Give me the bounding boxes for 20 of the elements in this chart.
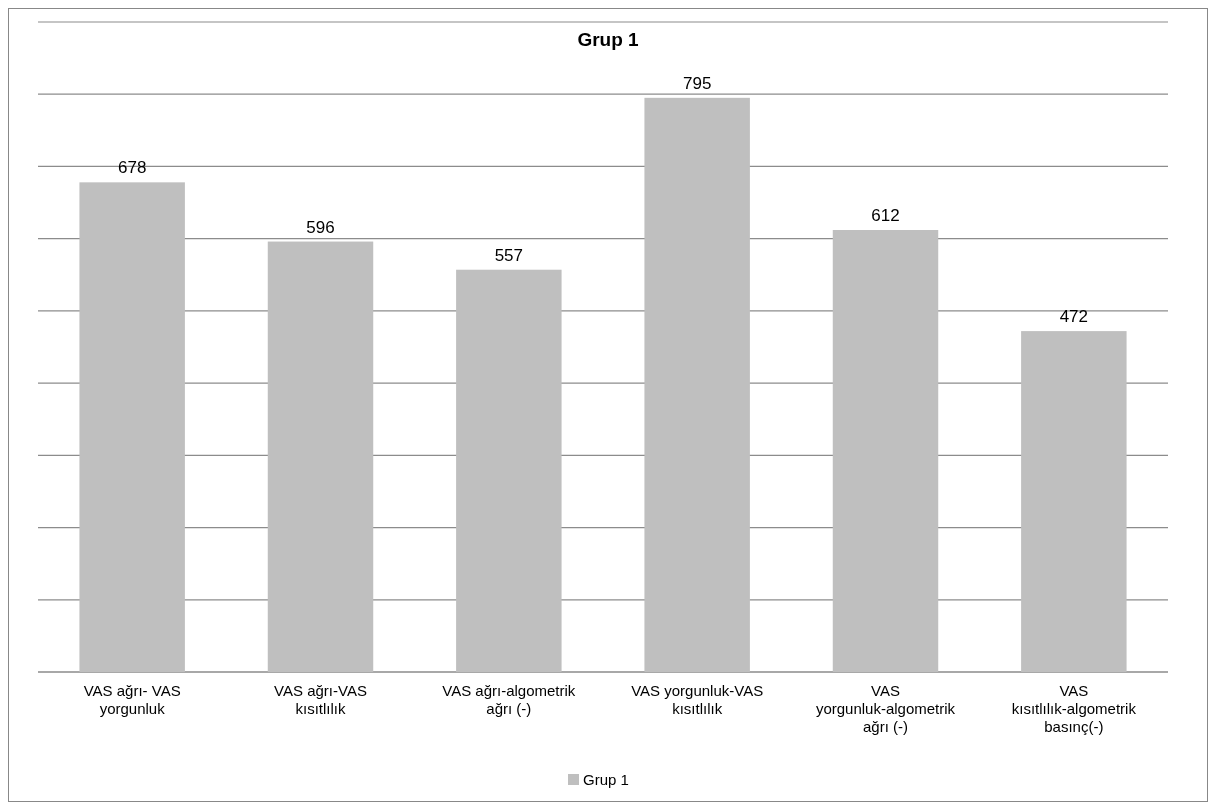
bar <box>832 230 939 672</box>
chart-title: Grup 1 <box>577 29 640 50</box>
data-label: 678 <box>117 158 147 178</box>
data-label: 795 <box>682 73 712 93</box>
data-label: 557 <box>494 245 524 265</box>
x-tick-label: VAS yorgunluk-VAS kısıtlılık <box>631 682 764 717</box>
x-tick-label: VAS ağrı- VAS yorgunluk <box>83 682 181 717</box>
x-tick-label: VAS ağrı-VAS kısıtlılık <box>274 682 367 717</box>
x-tick-label: VAS kısıtlılık-algometrik basınç(-) <box>1011 682 1137 735</box>
x-tick-label: VAS ağrı-algometrik ağrı (-) <box>442 682 576 717</box>
legend-label: Grup 1 <box>583 771 629 789</box>
data-label: 472 <box>1059 307 1089 327</box>
bar <box>644 97 750 672</box>
bar <box>267 241 374 672</box>
data-label: 596 <box>306 217 335 237</box>
x-tick-label: VAS yorgunluk-algometrik ağrı (-) <box>815 682 956 735</box>
bar <box>79 182 185 672</box>
data-label: 612 <box>871 206 900 225</box>
bar <box>1021 331 1127 672</box>
bar <box>456 269 562 672</box>
